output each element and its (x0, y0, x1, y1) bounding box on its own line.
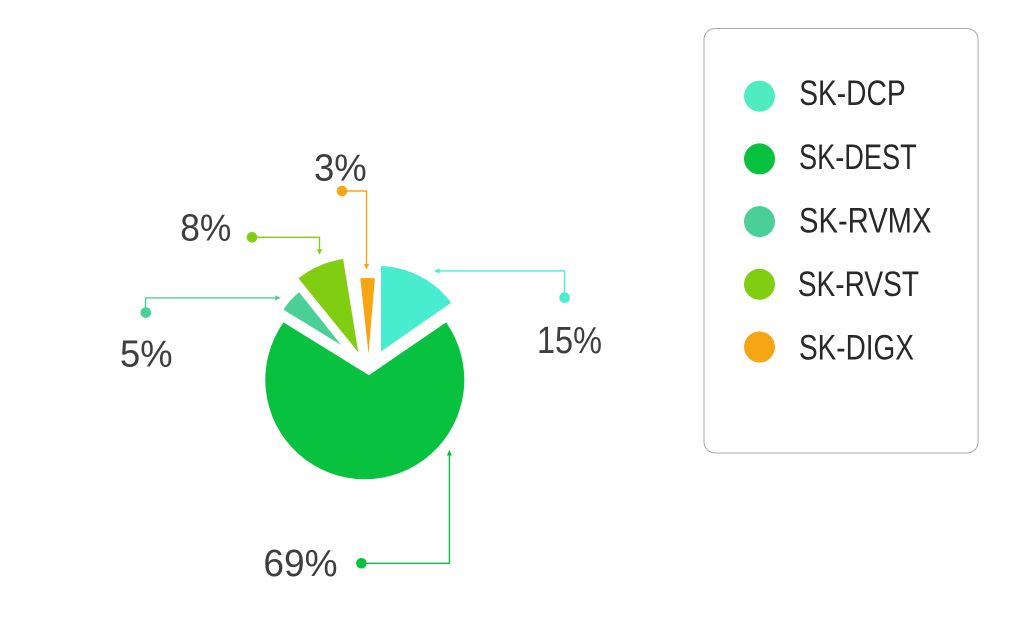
svg-text:15%: 15% (537, 319, 602, 361)
svg-text:SK-RVST: SK-RVST (798, 264, 919, 304)
svg-text:8%: 8% (180, 206, 231, 248)
svg-text:3%: 3% (314, 146, 367, 189)
svg-text:69%: 69% (263, 542, 337, 585)
svg-text:SK-DCP: SK-DCP (799, 73, 905, 113)
svg-text:5%: 5% (120, 332, 172, 375)
svg-text:SK-DIGX: SK-DIGX (799, 328, 914, 368)
svg-text:SK-DEST: SK-DEST (799, 138, 917, 177)
svg-text:SK-RVMX: SK-RVMX (799, 201, 931, 240)
